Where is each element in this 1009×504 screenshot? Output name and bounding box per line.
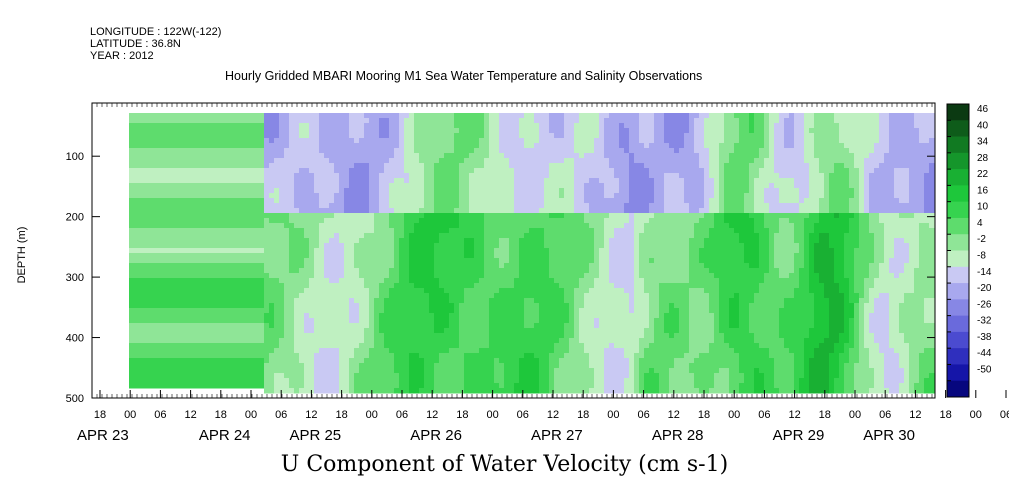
colorbar-label: -32 <box>977 316 992 327</box>
colorbar-label: 40 <box>977 120 989 131</box>
x-hour-label: 00 <box>124 409 136 421</box>
colorbar-swatch <box>947 201 969 219</box>
latitude-label: LATITUDE : 36.8N <box>90 38 181 50</box>
x-hour-label: 06 <box>275 409 287 421</box>
colorbar-swatch <box>947 217 969 235</box>
x-hour-label: 18 <box>456 409 468 421</box>
colorbar-label: 4 <box>977 218 983 229</box>
colorbar-label: -2 <box>977 234 986 245</box>
y-tick-label: 200 <box>66 212 84 224</box>
x-hour-label: 12 <box>668 409 680 421</box>
colorbar-swatch <box>947 104 969 121</box>
plot-border <box>91 102 936 399</box>
colorbar-label: -26 <box>977 299 992 310</box>
colorbar-swatch <box>947 169 969 186</box>
x-hour-label: 00 <box>849 409 861 421</box>
y-tick-label: 400 <box>66 333 84 345</box>
colorbar-label: 46 <box>977 104 989 115</box>
x-hour-label: 00 <box>486 409 498 421</box>
x-hour-label: 18 <box>94 409 106 421</box>
x-hour-label: 18 <box>819 409 831 421</box>
x-hour-label: 06 <box>1000 409 1009 421</box>
colorbar-label: 28 <box>977 153 989 164</box>
y-axis: 100 200 300 400 500 <box>66 151 935 405</box>
x-day-label: APR 28 <box>652 427 704 444</box>
year-label: YEAR : 2012 <box>90 50 154 62</box>
colorbar-swatch <box>947 283 969 300</box>
x-hour-label: 12 <box>305 409 317 421</box>
x-hour-label: 00 <box>728 409 740 421</box>
x-day-label: APR 23 <box>77 427 129 444</box>
colorbar-swatch <box>947 364 969 382</box>
colorbar-label: -38 <box>977 332 992 343</box>
x-hour-label: 12 <box>547 409 559 421</box>
x-hour-label: 06 <box>396 409 408 421</box>
colorbar-swatch <box>947 299 969 317</box>
colorbar-label: -14 <box>977 267 992 278</box>
y-tick-label: 300 <box>66 272 84 284</box>
colorbar-swatch <box>947 136 969 154</box>
x-hour-label: 06 <box>154 409 166 421</box>
colorbar-swatch <box>947 250 969 268</box>
colorbar: 46 40 34 28 22 16 10 4 -2 -8 -14 -20 -26 -32 -38 -44 -50 <box>946 103 992 398</box>
colorbar-swatch <box>947 380 969 398</box>
colorbar-swatch <box>947 185 969 203</box>
colorbar-label: 10 <box>977 202 989 213</box>
x-hour-label: 06 <box>517 409 529 421</box>
x-hour-label: 12 <box>788 409 800 421</box>
x-hour-label: 12 <box>426 409 438 421</box>
x-day-label: APR 25 <box>289 427 341 444</box>
x-hour-label: 00 <box>366 409 378 421</box>
variable-label: U Component of Water Velocity (cm s-1) <box>280 452 729 477</box>
colorbar-label: 34 <box>977 137 989 148</box>
x-day-label: APR 30 <box>863 427 915 444</box>
x-hour-label: 18 <box>335 409 347 421</box>
colorbar-label: -44 <box>977 348 992 359</box>
colorbar-label: -50 <box>977 364 992 375</box>
colorbar-swatch <box>947 315 969 333</box>
heatmap-field <box>129 113 935 394</box>
x-hour-label: 06 <box>879 409 891 421</box>
colorbar-label: 16 <box>977 185 989 196</box>
colorbar-swatch <box>947 234 969 251</box>
x-hour-label: 18 <box>577 409 589 421</box>
y-tick-label: 100 <box>66 151 84 163</box>
x-axis: 18 00 06 12 18 00 06 12 18 00 06 12 18 00 06 12 18 00 06 12… <box>77 390 1009 444</box>
x-hour-label: 18 <box>215 409 227 421</box>
x-hour-label: 00 <box>970 409 982 421</box>
x-hour-label: 12 <box>909 409 921 421</box>
x-hour-label: 18 <box>939 409 951 421</box>
x-hour-label: 18 <box>698 409 710 421</box>
x-day-label: APR 27 <box>531 427 583 444</box>
chart-title: Hourly Gridded MBARI Mooring M1 Sea Wate… <box>225 69 703 83</box>
x-hour-label: 06 <box>637 409 649 421</box>
colorbar-label: -20 <box>977 283 992 294</box>
colorbar-swatch <box>947 152 969 170</box>
colorbar-swatch <box>947 266 969 284</box>
colorbar-swatch <box>947 120 969 137</box>
colorbar-label: 22 <box>977 169 989 180</box>
colorbar-label: -8 <box>977 251 986 262</box>
x-day-label: APR 24 <box>199 427 251 444</box>
colorbar-swatch <box>947 331 969 349</box>
x-hour-label: 12 <box>184 409 196 421</box>
longitude-label: LONGITUDE : 122W(-122) <box>90 26 222 38</box>
x-day-label: APR 26 <box>410 427 462 444</box>
x-hour-label: 00 <box>607 409 619 421</box>
x-hour-label: 06 <box>758 409 770 421</box>
y-tick-label: 500 <box>66 393 84 405</box>
x-hour-label: 00 <box>245 409 257 421</box>
colorbar-swatch <box>947 348 969 365</box>
x-day-label: APR 29 <box>773 427 825 444</box>
